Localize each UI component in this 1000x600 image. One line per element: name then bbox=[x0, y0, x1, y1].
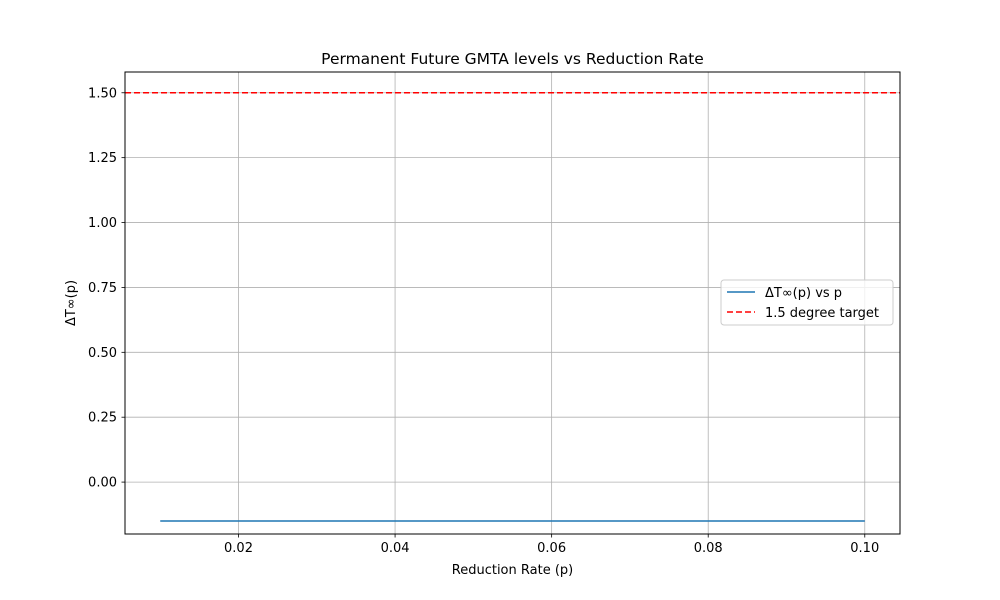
x-tick-label: 0.06 bbox=[537, 541, 566, 556]
y-tick-label: 1.00 bbox=[88, 216, 117, 231]
x-tick-label: 0.02 bbox=[224, 541, 253, 556]
plot-data bbox=[125, 92, 900, 522]
y-tick-label: 1.25 bbox=[88, 151, 117, 166]
x-tick-label: 0.04 bbox=[381, 541, 410, 556]
grid bbox=[125, 72, 900, 534]
ticks: 0.02 0.04 0.06 0.08 0.10 0.00 0.25 0.50 0.75 1.00… bbox=[88, 86, 879, 556]
chart-title: Permanent Future GMTA levels vs Reductio… bbox=[321, 50, 704, 68]
legend-label-series: ΔT∞(p) vs p bbox=[765, 286, 842, 301]
legend: ΔT∞(p) vs p 1.5 degree target bbox=[720, 279, 894, 326]
legend-box bbox=[720, 279, 894, 326]
y-tick-label: 0.75 bbox=[88, 281, 117, 296]
x-tick-label: 0.08 bbox=[694, 541, 723, 556]
y-tick-label: 1.50 bbox=[88, 86, 117, 101]
y-tick-label: 0.50 bbox=[88, 346, 117, 361]
x-axis-label: Reduction Rate (p) bbox=[452, 563, 573, 578]
legend-label-target: 1.5 degree target bbox=[765, 306, 879, 321]
plot-frame bbox=[124, 71, 901, 535]
x-tick-label: 0.10 bbox=[850, 541, 879, 556]
y-tick-label: 0.00 bbox=[88, 476, 117, 491]
y-tick-label: 0.25 bbox=[88, 411, 117, 426]
y-axis-label: ΔT∞(p) bbox=[64, 280, 79, 326]
